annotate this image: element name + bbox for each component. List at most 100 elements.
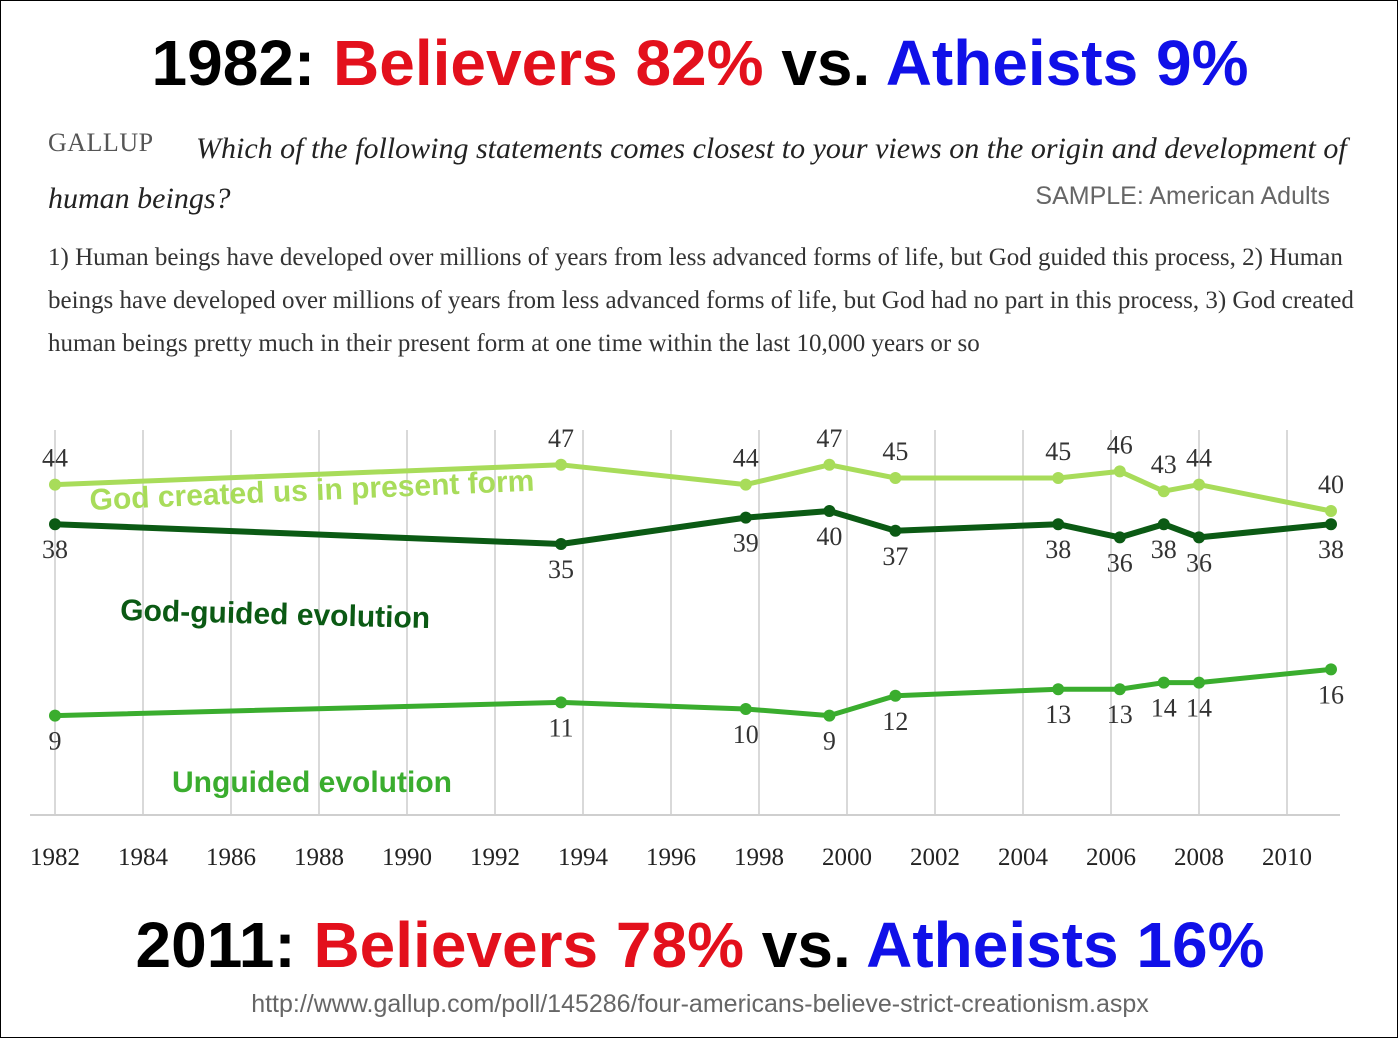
x-tick-label: 1982	[30, 844, 80, 871]
headline-atheists: Atheists 16%	[866, 909, 1265, 981]
data-label: 11	[548, 713, 573, 742]
x-tick-label: 1986	[206, 844, 256, 871]
data-label: 46	[1107, 430, 1133, 459]
data-label: 16	[1318, 680, 1344, 709]
data-point	[555, 538, 567, 550]
data-point	[555, 458, 567, 471]
headline-believers: Believers 82%	[333, 27, 764, 99]
data-point	[889, 689, 902, 702]
data-point	[49, 709, 61, 722]
series-name-label: God-guided evolution	[120, 594, 431, 635]
x-tick-label: 1998	[734, 844, 784, 871]
source-url: http://www.gallup.com/poll/145286/four-a…	[251, 990, 1149, 1018]
trend-chart: 44 47 44 47 45 45 46 43 44 40 38 35 39 40 37 38 36 38 36 38…	[30, 424, 1344, 871]
data-point	[823, 505, 836, 517]
x-tick-label: 1996	[646, 844, 696, 871]
data-point	[1052, 472, 1065, 484]
x-tick-label: 1994	[558, 844, 609, 871]
data-label: 9	[823, 727, 836, 756]
x-tick-labels: 1982 1984 1986 1988 1990 1992 1994 1996 1998 2000…	[30, 844, 1312, 871]
data-point	[1193, 676, 1205, 689]
data-label: 44	[733, 444, 759, 473]
data-label: 36	[1186, 548, 1212, 577]
headline-year: 1982:	[151, 27, 316, 99]
headline-atheists: Atheists 9%	[885, 27, 1249, 99]
data-point	[889, 524, 902, 537]
data-label: 10	[733, 720, 759, 749]
data-label: 38	[1045, 535, 1071, 564]
gallup-logo: GALLUP	[48, 128, 154, 157]
data-label: 39	[733, 529, 759, 558]
headline-vs: vs.	[781, 27, 871, 99]
data-label: 36	[1107, 548, 1133, 577]
data-point	[555, 696, 567, 709]
x-tick-label: 1984	[118, 844, 169, 871]
data-point	[1157, 676, 1170, 689]
data-point	[1052, 518, 1065, 531]
x-tick-label: 1988	[294, 844, 344, 871]
x-tick-label: 2004	[998, 844, 1049, 871]
headline-believers: Believers 78%	[313, 909, 744, 981]
data-label: 44	[42, 444, 68, 473]
data-point	[739, 511, 752, 524]
series-name-label: Unguided evolution	[172, 766, 452, 799]
data-label: 37	[882, 542, 908, 571]
data-label: 38	[1151, 535, 1177, 564]
data-label: 43	[1151, 450, 1177, 479]
data-point	[1157, 485, 1170, 498]
data-label: 45	[882, 437, 908, 466]
data-label: 38	[42, 535, 68, 564]
data-point	[1157, 518, 1170, 531]
x-tick-label: 2002	[910, 844, 960, 871]
series-names: God created us in present formGod-guided…	[89, 465, 535, 799]
data-point	[889, 472, 902, 484]
data-point	[823, 458, 836, 471]
series-line	[54, 666, 1332, 719]
data-label: 13	[1107, 700, 1133, 729]
data-label: 47	[816, 424, 842, 453]
series-line	[54, 508, 1332, 547]
data-point	[1193, 478, 1205, 491]
data-label: 38	[1318, 535, 1344, 564]
x-tick-label: 2010	[1262, 844, 1312, 871]
data-point	[1325, 505, 1337, 517]
data-label: 45	[1045, 437, 1071, 466]
data-label: 9	[49, 727, 62, 756]
data-label: 13	[1045, 700, 1071, 729]
data-point	[823, 709, 836, 722]
series-line	[54, 462, 1332, 514]
sample-note: SAMPLE: American Adults	[1035, 182, 1330, 210]
data-point	[1052, 683, 1065, 696]
x-tick-label: 2006	[1086, 844, 1136, 871]
headline-year: 2011:	[135, 909, 296, 981]
answer-options: 1) Human beings have developed over mill…	[48, 244, 1354, 357]
x-tick-label: 2000	[822, 844, 872, 871]
headline-1982: 1982: Believers 82% vs. Atheists 9%	[0, 28, 1400, 98]
headline-vs: vs.	[761, 909, 851, 981]
data-label: 44	[1186, 444, 1212, 473]
data-point	[739, 478, 752, 491]
data-label: 40	[816, 522, 842, 551]
data-labels: 44 47 44 47 45 45 46 43 44 40 38 35 39 40 37 38 36 38 36 38…	[42, 424, 1344, 756]
data-label: 40	[1318, 470, 1344, 499]
data-label: 14	[1151, 694, 1177, 723]
data-label: 12	[882, 707, 908, 736]
series-lines	[49, 458, 1337, 722]
data-label: 47	[548, 424, 574, 453]
data-point	[1113, 683, 1126, 696]
x-tick-label: 1990	[382, 844, 432, 871]
x-tick-label: 2008	[1174, 844, 1224, 871]
headline-2011: 2011: Believers 78% vs. Atheists 16%	[0, 910, 1400, 980]
data-label: 14	[1186, 694, 1212, 723]
data-point	[49, 478, 61, 491]
survey-question: Which of the following statements comes …	[48, 132, 1347, 215]
data-point	[1113, 465, 1126, 478]
data-point	[49, 518, 61, 531]
data-point	[1113, 531, 1126, 544]
x-tick-label: 1992	[470, 844, 520, 871]
data-point	[739, 703, 752, 715]
data-point	[1325, 663, 1337, 676]
data-label: 35	[548, 555, 574, 584]
chart-grid	[30, 430, 1340, 816]
